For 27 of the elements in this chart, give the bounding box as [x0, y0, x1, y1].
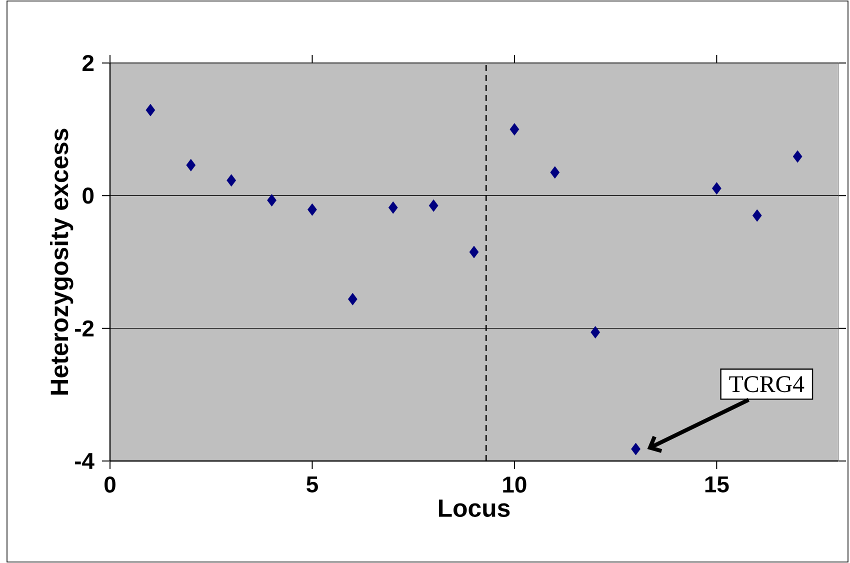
y-tick-label: 0 [82, 188, 94, 204]
point [590, 326, 600, 338]
point [712, 182, 722, 195]
point [792, 150, 802, 163]
x-tick-label: 15 [705, 476, 729, 492]
point [428, 199, 438, 212]
point [550, 166, 560, 179]
point [267, 194, 276, 206]
point [348, 292, 358, 306]
y-tick-label: -4 [75, 453, 94, 469]
point [388, 201, 398, 214]
point [308, 203, 317, 216]
y-tick-label: -2 [75, 320, 94, 336]
point [186, 158, 196, 172]
x-tick-label: 5 [306, 476, 318, 492]
x-tick-label: 10 [503, 476, 526, 493]
x-axis-title: Locus [439, 500, 510, 517]
point [469, 246, 479, 258]
annotation: TCRG4 [729, 376, 804, 392]
point [631, 442, 640, 456]
point [752, 209, 762, 222]
point [226, 174, 236, 187]
y-tick-label: 2 [82, 54, 94, 71]
point [146, 104, 156, 116]
x-tick-label: 0 [104, 476, 116, 493]
point [510, 123, 520, 136]
y-axis-title: Heterozygosity excess [50, 128, 74, 395]
